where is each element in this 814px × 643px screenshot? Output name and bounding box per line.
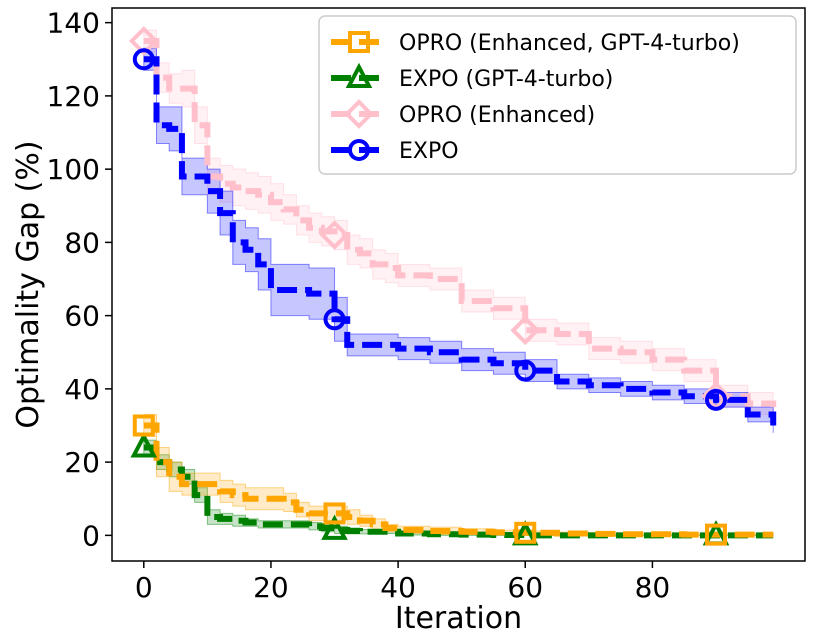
legend-label-expo-gpt-4-turbo: EXPO (GPT-4-turbo) — [399, 67, 613, 92]
legend-marker-opro-enhanced-gpt-4-turbo — [348, 31, 370, 53]
y-tick-label: 140 — [47, 7, 100, 40]
legend-label-opro-enhanced-gpt-4-turbo: OPRO (Enhanced, GPT-4-turbo) — [399, 31, 740, 56]
y-axis-label: Optimality Gap (%) — [11, 140, 46, 428]
legend-marker-opro-enhanced — [344, 99, 374, 129]
series-markers — [128, 26, 731, 546]
x-tick-label: 0 — [135, 571, 153, 604]
y-tick-label: 120 — [47, 80, 100, 113]
y-tick-label: 40 — [64, 373, 100, 406]
expo-marker — [704, 388, 727, 411]
opro-enhanced-line — [143, 37, 777, 408]
opro-enhanced-gpt-4-turbo-marker — [514, 521, 537, 544]
opro-enhanced-marker — [510, 315, 541, 346]
expo-marker — [323, 308, 346, 331]
expo-gpt-4-turbo-marker — [321, 514, 348, 540]
y-tick-label: 60 — [64, 300, 100, 333]
x-tick-label: 60 — [507, 571, 543, 604]
legend-label-opro-enhanced: OPRO (Enhanced) — [399, 103, 595, 128]
legend-marker-expo-gpt-4-turbo — [345, 62, 373, 88]
opro-enhanced-gpt-4-turbo-marker — [323, 502, 346, 525]
opro-enhanced-band — [143, 29, 774, 419]
y-axis-ticks: 0 20 40 60 80 100 120 140 — [47, 7, 112, 552]
y-tick-label: 100 — [47, 153, 100, 186]
legend-box — [318, 15, 797, 175]
x-axis-label: Iteration — [395, 601, 522, 636]
opro-enhanced-gpt-4-turbo-marker — [704, 523, 727, 546]
legend-marker-expo — [348, 139, 370, 161]
x-tick-label: 80 — [635, 571, 671, 604]
legend-label-expo: EXPO — [399, 139, 459, 164]
expo-marker — [132, 48, 155, 71]
x-axis-ticks: 0 20 40 60 80 — [135, 561, 670, 604]
expo-marker — [514, 359, 537, 382]
x-tick-label: 40 — [380, 571, 416, 604]
y-tick-label: 80 — [64, 226, 100, 259]
plot-frame — [111, 7, 806, 562]
legend: OPRO (Enhanced, GPT-4-turbo) EXPO (GPT-4-… — [318, 15, 797, 175]
opro-enhanced-gpt-4-turbo-marker — [132, 414, 155, 437]
x-tick-label: 20 — [253, 571, 289, 604]
opro-enhanced-marker — [128, 26, 159, 56]
y-tick-label: 0 — [82, 519, 100, 552]
expo-gpt-4-turbo-marker — [130, 432, 158, 458]
y-tick-label: 20 — [64, 446, 100, 479]
opro-enhanced-marker — [319, 220, 350, 250]
expo-line — [143, 56, 777, 426]
